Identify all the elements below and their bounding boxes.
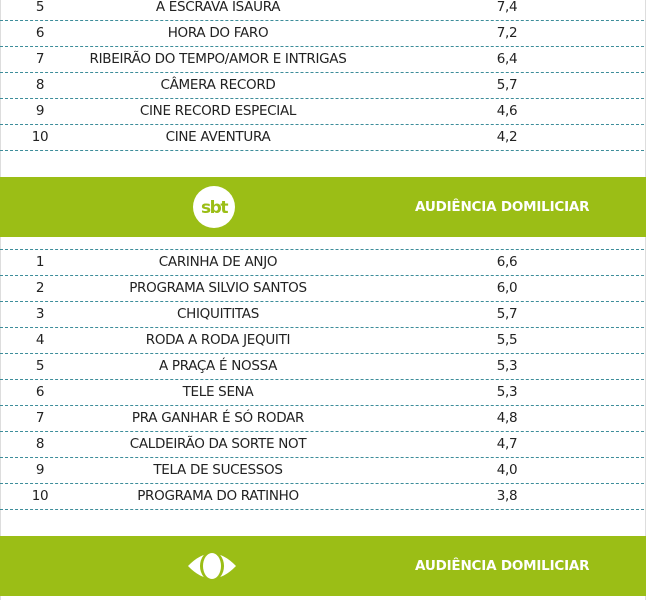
- program-cell: CARINHA DE ANJO: [158, 254, 278, 270]
- audience-cell: 5,5: [496, 332, 518, 348]
- rank-cell: 7: [35, 51, 45, 67]
- sbt-ranking-table: 1 CARINHA DE ANJO 6,6 2 PROGRAMA SILVIO SANT…: [0, 249, 644, 510]
- audience-cell: 6,4: [496, 51, 518, 67]
- program-cell: A ESCRAVA ISAURA: [155, 0, 281, 15]
- rank-cell: 1: [35, 254, 45, 270]
- audience-cell: 4,0: [496, 462, 518, 478]
- program-cell: HORA DO FARO: [167, 25, 269, 41]
- audience-cell: 4,8: [496, 410, 518, 426]
- rank-cell: 6: [35, 25, 45, 41]
- rank-cell: 10: [31, 129, 49, 145]
- rank-cell: 8: [35, 436, 45, 452]
- table-row: 1 CARINHA DE ANJO 6,6: [0, 250, 644, 276]
- program-cell: RODA A RODA JEQUITI: [145, 332, 291, 348]
- table-row: 9 CINE RECORD ESPECIAL 4,6: [0, 99, 644, 125]
- table-row: 10 PROGRAMA DO RATINHO 3,8: [0, 484, 644, 510]
- table-row: 6 HORA DO FARO 7,2: [0, 21, 644, 47]
- table-row: 5 A ESCRAVA ISAURA 7,4: [0, 0, 644, 21]
- program-cell: CINE RECORD ESPECIAL: [139, 103, 297, 119]
- sbt-logo-icon: sbt: [193, 186, 235, 228]
- audience-cell: 5,7: [496, 77, 518, 93]
- rank-cell: 5: [35, 358, 45, 374]
- rank-cell: 4: [35, 332, 45, 348]
- audience-cell: 6,0: [496, 280, 518, 296]
- audience-cell: 6,6: [496, 254, 518, 270]
- table-row: 10 CINE AVENTURA 4,2: [0, 125, 644, 151]
- audience-cell: 5,3: [496, 384, 518, 400]
- table-row: 7 PRA GANHAR É SÓ RODAR 4,8: [0, 406, 644, 432]
- program-cell: CHIQUITITAS: [177, 306, 259, 322]
- rank-cell: 3: [35, 306, 45, 322]
- rank-cell: 7: [35, 410, 45, 426]
- table-row: 7 RIBEIRÃO DO TEMPO/AMOR E INTRIGAS 6,4: [0, 47, 644, 73]
- program-cell: PROGRAMA DO RATINHO: [137, 488, 299, 504]
- audience-cell: 7,4: [496, 0, 518, 15]
- table-row: 8 CÂMERA RECORD 5,7: [0, 73, 644, 99]
- band-header-title: AUDIÊNCIA DOMILICIAR: [415, 558, 590, 574]
- program-cell: RIBEIRÃO DO TEMPO/AMOR E INTRIGAS: [89, 51, 347, 67]
- audience-cell: 4,6: [496, 103, 518, 119]
- rank-cell: 9: [35, 462, 45, 478]
- audience-cell: 5,3: [496, 358, 518, 374]
- rank-cell: 6: [35, 384, 45, 400]
- record-ranking-table: 5 A ESCRAVA ISAURA 7,4 6 HORA DO FARO 7,2 7 RIB…: [0, 0, 644, 151]
- program-cell: TELA DE SUCESSOS: [153, 462, 283, 478]
- audience-cell: 5,7: [496, 306, 518, 322]
- program-cell: PRA GANHAR É SÓ RODAR: [131, 410, 305, 426]
- audience-cell: 4,2: [496, 129, 518, 145]
- audience-cell: 3,8: [496, 488, 518, 504]
- program-cell: CÂMERA RECORD: [160, 77, 276, 93]
- program-cell: TELE SENA: [182, 384, 254, 400]
- program-cell: CINE AVENTURA: [165, 129, 271, 145]
- program-cell: CALDEIRÃO DA SORTE NOT: [129, 436, 307, 452]
- svg-text:sbt: sbt: [201, 198, 228, 218]
- table-row: 2 PROGRAMA SILVIO SANTOS 6,0: [0, 276, 644, 302]
- table-row: 5 A PRAÇA É NOSSA 5,3: [0, 354, 644, 380]
- table-row: 8 CALDEIRÃO DA SORTE NOT 4,7: [0, 432, 644, 458]
- rank-cell: 10: [31, 488, 49, 504]
- band-eye-logo-icon: [188, 551, 236, 581]
- table-row: 9 TELA DE SUCESSOS 4,0: [0, 458, 644, 484]
- table-row: 6 TELE SENA 5,3: [0, 380, 644, 406]
- rank-cell: 9: [35, 103, 45, 119]
- table-row: 4 RODA A RODA JEQUITI 5,5: [0, 328, 644, 354]
- audience-cell: 7,2: [496, 25, 518, 41]
- sbt-header: sbt AUDIÊNCIA DOMILICIAR: [0, 177, 646, 237]
- program-cell: A PRAÇA É NOSSA: [158, 358, 278, 374]
- audience-cell: 4,7: [496, 436, 518, 452]
- table-row: 3 CHIQUITITAS 5,7: [0, 302, 644, 328]
- rank-cell: 2: [35, 280, 45, 296]
- rank-cell: 5: [35, 0, 45, 15]
- band-header: AUDIÊNCIA DOMILICIAR: [0, 536, 646, 596]
- sbt-header-title: AUDIÊNCIA DOMILICIAR: [415, 199, 590, 215]
- rank-cell: 8: [35, 77, 45, 93]
- program-cell: PROGRAMA SILVIO SANTOS: [129, 280, 307, 296]
